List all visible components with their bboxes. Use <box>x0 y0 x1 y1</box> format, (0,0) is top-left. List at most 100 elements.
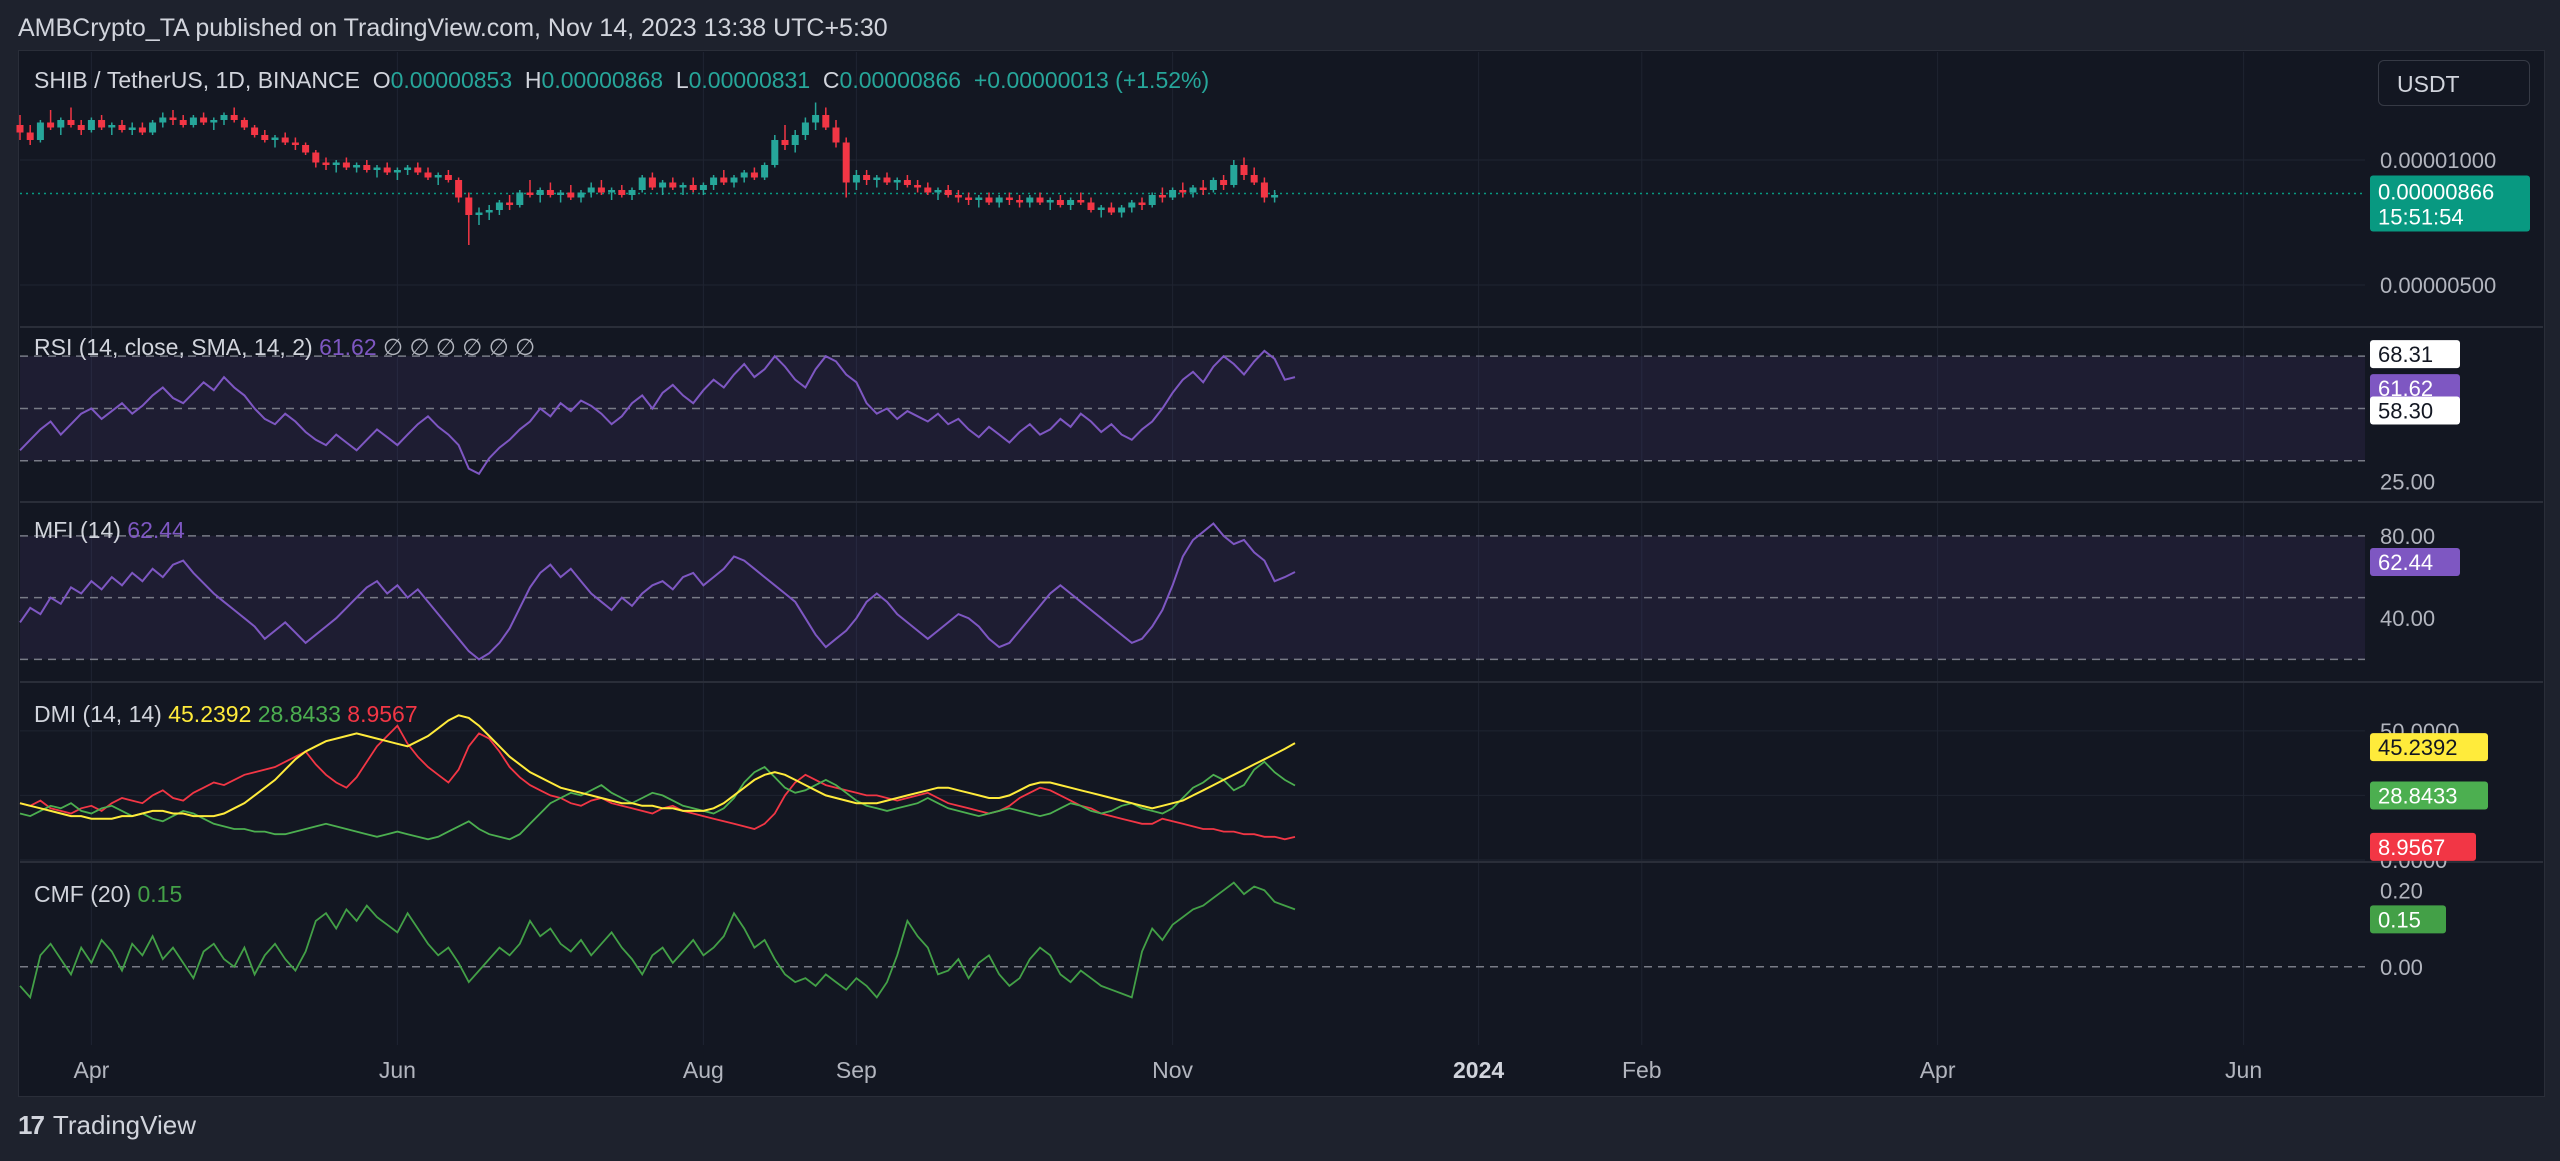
candle-body <box>812 115 820 123</box>
candle-body <box>414 167 422 173</box>
dmi-adx-line <box>19 714 1296 820</box>
mfi-line <box>19 522 1296 661</box>
candle-body <box>924 187 932 193</box>
candle-body <box>1220 180 1228 185</box>
candle-body <box>1260 182 1268 198</box>
candle-body <box>995 197 1003 203</box>
candle-body <box>220 115 228 120</box>
dmi-legend: DMI (14, 14) 45.2392 28.8433 8.9567 <box>34 701 418 727</box>
candle-body <box>128 127 136 130</box>
candle-body <box>1118 207 1126 213</box>
candle-body <box>516 192 524 205</box>
candle-body <box>648 177 656 188</box>
legend-part: 0.00000866 <box>840 67 974 93</box>
instrument-legend[interactable]: SHIB / TetherUS, 1D, BINANCE O0.00000853… <box>34 67 1209 93</box>
candle-body <box>628 190 636 195</box>
candle-body <box>1230 165 1238 185</box>
candle-body <box>1107 207 1115 213</box>
candle-body <box>424 172 432 178</box>
candle-body <box>1169 190 1177 198</box>
dmi-plus-di-tag: 28.8433 <box>2378 783 2458 808</box>
price-axis-tick: 0.00000500 <box>2380 273 2496 298</box>
legend-part: C <box>823 67 840 93</box>
legend-part: 0.00000853 <box>391 67 525 93</box>
dmi-legend-minus: 8.9567 <box>347 701 417 727</box>
candle-body <box>873 177 881 180</box>
rsi-line <box>19 349 1296 476</box>
cmf-value-tag: 0.15 <box>2378 907 2421 932</box>
candle-body <box>1056 200 1064 205</box>
candle-body <box>1209 180 1217 190</box>
legend-part: 0.00000831 <box>689 67 823 93</box>
candle-body <box>699 185 707 190</box>
legend-part: H <box>525 67 542 93</box>
candle-body <box>1189 187 1197 193</box>
candle-body <box>36 122 44 140</box>
cmf-legend: CMF (20) 0.15 <box>34 881 182 907</box>
candle-body <box>271 137 279 140</box>
candle-body <box>455 180 463 198</box>
publisher-line: AMBCrypto_TA published on TradingView.co… <box>18 14 888 42</box>
cmf-value-tag-bg <box>2370 905 2446 934</box>
candle-body <box>1005 197 1013 200</box>
candle-body <box>597 187 605 193</box>
dmi-plus-di-line <box>19 760 1296 841</box>
dmi-minus-di-tag-bg <box>2370 832 2476 861</box>
candle-body <box>189 117 197 125</box>
candle-body <box>771 140 779 165</box>
rsi-axis-tick: 25.00 <box>2380 470 2435 495</box>
candle-body <box>342 162 350 168</box>
legend-part: 0.00000868 <box>542 67 676 93</box>
candle-body <box>903 180 911 185</box>
candle-body <box>710 177 718 185</box>
cmf-axis-tick: 0.20 <box>2380 878 2423 903</box>
candle-body <box>618 190 626 195</box>
candle-body <box>465 197 473 215</box>
candle-body <box>57 120 65 128</box>
currency-selector-button[interactable]: USDT <box>2378 60 2530 106</box>
candle-body <box>210 120 218 123</box>
dmi-minus-di-tag: 8.9567 <box>2378 835 2445 860</box>
rsi-upper-tag: 68.31 <box>2378 342 2433 367</box>
candle-body <box>1199 187 1207 190</box>
candle-body <box>944 190 952 195</box>
candle-body <box>230 115 238 120</box>
candle-body <box>179 120 187 125</box>
legend-part: L <box>676 67 689 93</box>
candle-body <box>200 117 208 123</box>
mfi-band <box>20 535 2365 660</box>
candle-body <box>801 122 809 135</box>
candle-body <box>750 172 758 178</box>
candle-body <box>404 167 412 170</box>
candle-body <box>108 125 116 128</box>
candle-body <box>842 142 850 183</box>
candle-body <box>138 127 146 133</box>
candle-body <box>312 152 320 163</box>
rsi-legend-value: 61.62 <box>319 334 383 360</box>
candle-body <box>914 185 922 188</box>
candle-body <box>1026 197 1034 203</box>
candle-body <box>1128 202 1136 208</box>
candle-body <box>302 145 310 153</box>
candle-body <box>975 197 983 200</box>
rsi-legend: RSI (14, close, SMA, 14, 2) 61.62 ∅ ∅ ∅ … <box>34 334 535 360</box>
footer-brand[interactable]: 17 TradingView <box>18 1110 196 1141</box>
legend-part: O <box>373 67 391 93</box>
dmi-plus-di-tag-bg <box>2370 781 2488 810</box>
last-price-tag: 0.00000866 <box>2378 180 2494 205</box>
x-axis-label: Aug <box>683 1057 724 1083</box>
dmi-legend-adx: 45.2392 <box>168 701 258 727</box>
candle-body <box>883 177 891 183</box>
candle-body <box>373 167 381 170</box>
candle-body <box>26 132 34 140</box>
candle-body <box>1158 195 1166 198</box>
candle-body <box>863 175 871 180</box>
dmi-adx-tag: 45.2392 <box>2378 735 2458 760</box>
candle-body <box>546 190 554 195</box>
cmf-axis-tick: 0.00 <box>2380 955 2423 980</box>
candle-body <box>832 127 840 143</box>
mfi-axis-tick: 80.00 <box>2380 524 2435 549</box>
candle-body <box>67 120 75 125</box>
candle-body <box>822 115 830 128</box>
